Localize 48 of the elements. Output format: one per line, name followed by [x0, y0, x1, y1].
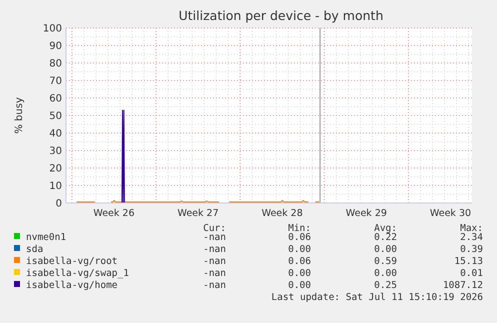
legend-label: nvme0n1 [26, 232, 66, 243]
text: 0.06 [288, 232, 312, 243]
text: 0.00 [374, 244, 398, 255]
y-tick-label: 70 [49, 76, 62, 87]
legend-label: isabella-vg/home [26, 280, 118, 291]
x-tick-label: Week 29 [346, 208, 387, 219]
text: 0.00 [288, 280, 312, 291]
y-tick-label: 60 [49, 94, 62, 104]
text: 15.13 [454, 256, 483, 267]
legend-label: sda [26, 244, 44, 255]
text: 2.34 [460, 232, 484, 243]
text: Last update: Sat Jul 11 15:10:19 2026 [271, 292, 484, 303]
y-tick-label: 10 [49, 181, 62, 192]
text: 0.00 [288, 244, 312, 255]
text: 1087.12 [442, 280, 483, 291]
y-axis-title: % busy [14, 97, 25, 134]
text: 0.59 [374, 256, 398, 267]
y-tick-label: 100 [42, 24, 62, 34]
text: 0.00 [374, 268, 398, 279]
text: Cur: [203, 223, 226, 234]
legend-label: isabella-vg/swap_1 [26, 268, 130, 279]
y-tick-label: 80 [49, 58, 62, 70]
text: 0.06 [288, 256, 312, 267]
x-tick-label: Week 28 [262, 208, 303, 219]
text: -nan [203, 232, 226, 243]
y-tick-label: 20 [49, 164, 62, 174]
legend-label: isabella-vg/root [26, 256, 118, 267]
text: 0.22 [374, 232, 397, 243]
text: -nan [203, 280, 226, 291]
x-tick-label: Week 27 [178, 208, 219, 219]
y-tick-label: 0 [56, 198, 62, 210]
text: Avg: [374, 223, 397, 234]
text: 0.01 [460, 268, 484, 279]
y-tick-label: 50 [49, 111, 62, 122]
text: -nan [203, 244, 226, 255]
x-tick-label: Week 30 [430, 208, 472, 219]
text: 0.25 [374, 280, 397, 291]
text: 0.00 [288, 268, 312, 279]
chart-title: Utilization per device - by month [178, 8, 384, 23]
text: Min: [288, 223, 311, 234]
y-tick-label: 40 [49, 128, 62, 140]
y-tick-label: 30 [49, 146, 62, 157]
y-tick-label: 90 [49, 41, 62, 52]
text: 0.39 [460, 244, 484, 255]
x-tick-label: Week 26 [93, 208, 135, 219]
text: Max: [460, 223, 483, 234]
text: -nan [203, 268, 226, 279]
text: -nan [203, 256, 226, 267]
